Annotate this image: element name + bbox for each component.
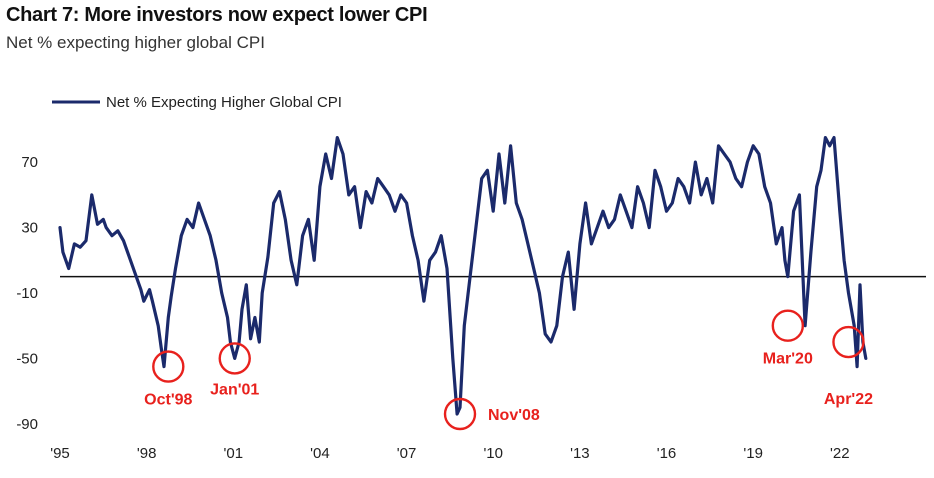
- annotation-label: Oct'98: [144, 392, 192, 409]
- x-axis-ticks: '95 '98 '01 '04 '07 '10 '13 '16 '19 '22: [50, 445, 849, 462]
- annotation-label: Mar'20: [763, 351, 813, 368]
- annotation-circle: [771, 309, 805, 342]
- y-tick-label: -90: [16, 416, 38, 433]
- annotation-circle: [152, 350, 185, 383]
- x-tick-label: '19: [743, 445, 763, 462]
- legend-label: Net % Expecting Higher Global CPI: [106, 94, 342, 111]
- chart-title: Chart 7: More investors now expect lower…: [6, 4, 428, 26]
- x-tick-label: '98: [137, 445, 157, 462]
- x-tick-label: '95: [50, 445, 70, 462]
- x-tick-label: '01: [224, 445, 244, 462]
- annotation-label: Jan'01: [210, 381, 259, 398]
- chart-subtitle: Net % expecting higher global CPI: [6, 33, 265, 52]
- legend: Net % Expecting Higher Global CPI: [52, 94, 342, 111]
- y-tick-label: 70: [21, 154, 38, 171]
- x-tick-label: '04: [310, 445, 330, 462]
- x-tick-label: '10: [483, 445, 503, 462]
- annotation-circle: [218, 342, 251, 375]
- x-tick-label: '07: [397, 445, 417, 462]
- y-tick-label: -50: [16, 350, 38, 367]
- y-axis-ticks: 70 30 -10 -50 -90: [16, 154, 38, 433]
- series-line: [58, 136, 868, 416]
- x-tick-label: '22: [830, 445, 850, 462]
- y-tick-label: -10: [16, 285, 38, 302]
- x-tick-label: '13: [570, 445, 590, 462]
- x-tick-label: '16: [657, 445, 677, 462]
- annotation-circle: [443, 397, 477, 431]
- annotation-circle: [832, 325, 865, 359]
- annotations: Oct'98 Jan'01 Nov'08 Mar'20 Apr'22: [144, 309, 873, 431]
- annotation-label: Nov'08: [488, 407, 540, 424]
- y-tick-label: 30: [21, 220, 38, 237]
- annotation-label: Apr'22: [824, 391, 873, 408]
